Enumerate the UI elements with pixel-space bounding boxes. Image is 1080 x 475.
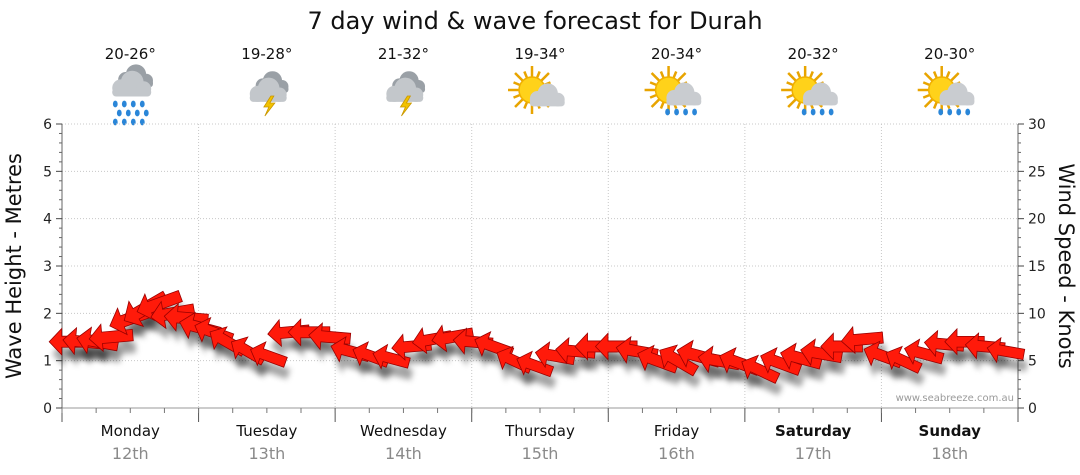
rain-drop: [692, 108, 697, 116]
wind-arrow: [372, 343, 411, 370]
cloud-shape: [802, 82, 838, 106]
rain-drop: [683, 108, 688, 116]
temperature-label: 20-32°: [788, 45, 839, 63]
rain-drop: [956, 108, 962, 116]
left-tick-label: 3: [43, 259, 52, 275]
chart-title: 7 day wind & wave forecast for Durah: [307, 7, 762, 35]
wind-arrow: [594, 332, 638, 361]
day-axis: Monday 12th Tuesday 13th Wednesday 14th Thursd…: [61, 408, 1019, 463]
left-axis-title: Wave Height - Metres: [2, 153, 26, 379]
right-tick-label: 5: [1028, 354, 1037, 370]
wind-arrows: [48, 289, 1026, 384]
left-axis: 0 1 2 3 4 5 6: [43, 117, 62, 417]
storm-icon: [386, 71, 426, 117]
temperature-label: 19-28°: [241, 45, 292, 63]
left-tick-label: 2: [43, 306, 52, 322]
date-label: 18th: [931, 444, 968, 463]
wind-arrow: [516, 350, 555, 378]
wind-arrow: [986, 336, 1026, 364]
showers-icon: [112, 64, 153, 126]
wind-arrow: [944, 327, 985, 356]
wind-arrow: [904, 338, 945, 366]
left-tick-label: 0: [43, 401, 52, 417]
left-tick-label: 4: [43, 212, 52, 228]
right-tick-label: 30: [1028, 117, 1046, 133]
wind-arrow: [885, 345, 923, 374]
sun-showers-icon: [644, 66, 702, 116]
lightning-bolt: [263, 95, 276, 117]
cloud-shape: [386, 77, 424, 102]
rain-drop: [125, 109, 131, 117]
wind-arrow: [840, 325, 884, 355]
rain-drop: [801, 108, 807, 116]
cloud-shape: [249, 77, 287, 102]
left-tick-label: 1: [43, 354, 52, 370]
left-tick-label: 6: [43, 117, 52, 133]
temperature-label: 19-34°: [514, 45, 565, 63]
sun-cloud-icon: [508, 66, 565, 114]
temperature-row: 20-26° 19-28° 21-32° 19-34° 20-34° 20-32° 20-3…: [105, 45, 976, 63]
lightning-bolt: [399, 95, 413, 117]
arrow-shadow: [990, 349, 1028, 375]
date-label: 12th: [112, 444, 149, 463]
temperature-label: 20-30°: [924, 45, 975, 63]
temperature-label: 20-26°: [105, 45, 156, 63]
rain-drop: [674, 108, 679, 116]
date-label: 17th: [795, 444, 832, 463]
date-label: 13th: [248, 444, 285, 463]
day-label: Thursday: [504, 422, 575, 440]
day-label: Monday: [101, 422, 160, 440]
right-axis-title: Wind Speed - Knots: [1054, 163, 1078, 368]
rain-drop: [665, 108, 670, 116]
storm-icon: [249, 71, 289, 117]
rain-drop: [828, 108, 834, 116]
rain-drop: [116, 109, 122, 117]
wind-arrow: [659, 344, 700, 377]
wind-arrow: [250, 341, 288, 368]
rain-drop: [819, 108, 825, 116]
rain-drop: [139, 100, 145, 108]
right-tick-label: 20: [1028, 212, 1046, 228]
rain-drop: [965, 108, 971, 116]
wind-arrow: [741, 354, 781, 384]
temperature-label: 20-34°: [651, 45, 702, 63]
right-axis: 0 5 10 15 20 25 30: [1018, 117, 1046, 417]
right-tick-label: 15: [1028, 259, 1046, 275]
cloud-shape: [666, 82, 702, 106]
day-label: Tuesday: [235, 422, 297, 440]
rain-drop: [112, 100, 118, 108]
rain-drop: [130, 100, 136, 108]
day-label: Sunday: [919, 422, 982, 440]
day-label: Wednesday: [360, 422, 447, 440]
cloud-shape: [529, 83, 565, 107]
date-label: 16th: [658, 444, 695, 463]
date-label: 14th: [385, 444, 422, 463]
temperature-label: 21-32°: [378, 45, 429, 63]
sun-showers-icon: [781, 66, 838, 116]
cloud-shape: [112, 70, 152, 97]
rain-drop: [938, 108, 944, 116]
right-tick-label: 25: [1028, 164, 1046, 180]
day-label: Saturday: [775, 422, 852, 440]
day-label: Friday: [654, 422, 700, 440]
date-label: 15th: [522, 444, 559, 463]
rain-drop: [810, 108, 816, 116]
weather-icon-row: [112, 64, 975, 126]
wind-arrow: [287, 318, 331, 347]
sun-showers-icon: [917, 66, 975, 116]
rain-drop: [134, 109, 140, 117]
watermark: www.seabreeze.com.au: [896, 393, 1014, 404]
right-tick-label: 10: [1028, 306, 1046, 322]
rain-drop: [121, 100, 127, 108]
cloud-shape: [939, 82, 975, 106]
rain-drop: [947, 108, 953, 116]
rain-drop: [143, 109, 149, 117]
right-tick-label: 0: [1028, 401, 1037, 417]
left-tick-label: 5: [43, 164, 52, 180]
